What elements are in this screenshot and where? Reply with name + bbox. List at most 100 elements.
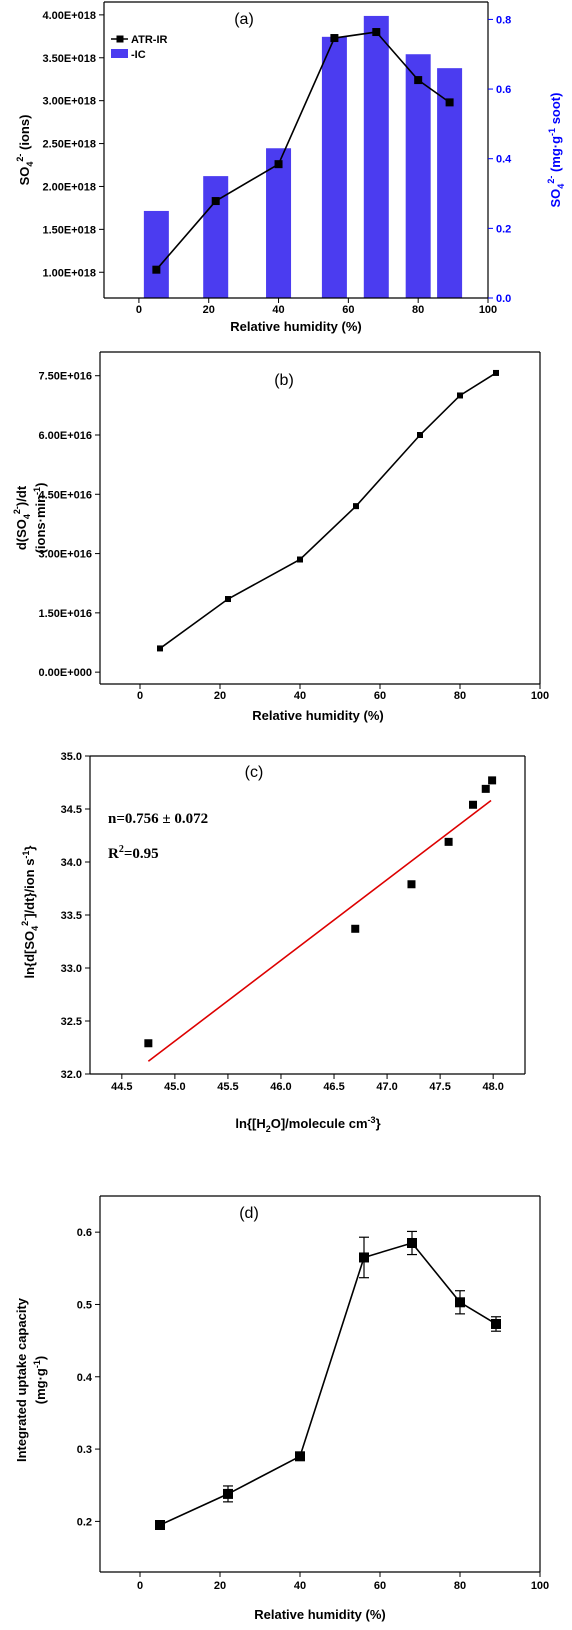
y2-tick-label: 0.6 — [496, 84, 511, 96]
label-part: } — [376, 1116, 381, 1131]
y-tick-label: 34.5 — [61, 804, 82, 816]
y-axis-label-line2: (mg·g-1) — [32, 1356, 48, 1404]
rate-marker — [353, 503, 359, 510]
y-tick-label: 0.00E+000 — [38, 667, 92, 679]
atr-ir-marker — [330, 34, 339, 43]
atr-ir-marker — [211, 197, 220, 206]
rate-marker — [297, 556, 303, 563]
x-tick-label: 45.0 — [164, 1081, 185, 1093]
y-tick-label: 33.5 — [61, 910, 82, 922]
uptake-marker — [455, 1297, 465, 1308]
x-axis-label: Relative humidity (%) — [230, 319, 361, 334]
label-part: =0.95 — [124, 846, 159, 862]
label-part: -1 — [32, 1360, 42, 1368]
atr-ir-marker — [414, 76, 423, 85]
y-tick-label: 0.4 — [77, 1372, 93, 1384]
y-tick-label: 2.50E+018 — [42, 139, 96, 151]
x-tick-label: 60 — [342, 304, 354, 316]
label-part: 2- — [546, 176, 556, 184]
x-axis-label: ln{[H2O]/molecule cm-3} — [235, 1115, 380, 1134]
y2-tick-label: 0.8 — [496, 14, 511, 26]
y-tick-label: 3.00E+016 — [38, 549, 92, 561]
y-axis-label-line1: Integrated uptake capacity — [14, 1297, 29, 1462]
atr-ir-marker — [372, 28, 381, 37]
ic-bar — [266, 148, 292, 298]
scatter-point — [351, 924, 360, 933]
y-tick-label: 0.2 — [77, 1516, 92, 1528]
label-part: 4 — [30, 926, 40, 931]
x-tick-label: 47.0 — [376, 1081, 397, 1093]
y-axis-label-line2: (ions·min-1) — [32, 483, 48, 554]
panel-label-c: (c) — [245, 764, 264, 781]
legend-marker-sample — [116, 35, 124, 43]
y-tick-label: 4.00E+018 — [42, 10, 96, 22]
y-tick-label: 2.00E+018 — [42, 181, 96, 193]
label-part: -3 — [368, 1115, 376, 1125]
uptake-marker — [491, 1318, 501, 1329]
rate-marker — [493, 369, 499, 376]
y-tick-label: 7.50E+016 — [38, 371, 92, 383]
rate-marker — [417, 432, 423, 438]
y-tick-label: 3.00E+018 — [42, 96, 96, 108]
label-part: 2- — [15, 154, 25, 162]
ic-bar — [437, 68, 463, 298]
ic-bar — [321, 36, 347, 299]
label-part: 2 — [119, 844, 124, 855]
x-tick-label: 100 — [479, 304, 497, 316]
label-part: (mg·g — [33, 1368, 48, 1404]
x-tick-label: 80 — [412, 304, 424, 316]
label-part: -1 — [21, 851, 31, 859]
label-part: -1 — [32, 487, 42, 495]
y-tick-label: 32.5 — [61, 1016, 82, 1028]
y-tick-label: 34.0 — [61, 857, 82, 869]
label-part: ) — [33, 483, 48, 487]
y-tick-label: 0.6 — [77, 1227, 92, 1239]
atr-ir-marker — [445, 98, 454, 107]
y-tick-label: 32.0 — [61, 1069, 82, 1081]
uptake-marker — [155, 1520, 165, 1530]
x-tick-label: 45.5 — [217, 1081, 238, 1093]
label-part: ) — [33, 1356, 48, 1360]
y-axis-label: SO42- (ions) — [15, 115, 35, 186]
x-tick-label: 100 — [531, 690, 549, 702]
label-part: (ions·min — [33, 495, 48, 554]
chart-panel-a: 0 20 40 60 80 100 1.00E+018 1.50E+018 2.00E+018 2… — [15, 1, 566, 334]
label-part: SO — [548, 189, 563, 208]
scatter-point — [469, 800, 478, 809]
ic-bar — [363, 15, 389, 298]
x-tick-label: 0 — [137, 690, 143, 702]
label-part: } — [22, 846, 37, 851]
label-part: 2- — [20, 918, 30, 926]
annotation-n: n=0.756 ± 0.072 — [108, 811, 208, 827]
uptake-marker — [223, 1488, 233, 1499]
y-tick-label: 4.50E+016 — [38, 489, 92, 501]
x-tick-label: 47.5 — [429, 1081, 450, 1093]
label-part: SO — [17, 167, 32, 186]
y-tick-label: 1.50E+018 — [42, 224, 96, 236]
scatter-point — [144, 1039, 153, 1048]
label-part: soot) — [548, 93, 563, 128]
x-tick-label: 46.0 — [270, 1081, 291, 1093]
x-axis-label: Relative humidity (%) — [252, 708, 383, 723]
legend-bar-sample — [111, 49, 128, 58]
scatter-point — [481, 784, 490, 793]
legend-label-atr-ir: ATR-IR — [131, 34, 168, 46]
label-part: O]/molecule cm — [271, 1116, 368, 1131]
y-tick-label: 35.0 — [61, 751, 82, 763]
annotation-r2: R2=0.95 — [108, 844, 159, 862]
y-axis-label-line1: d(SO42-)/dt — [12, 485, 32, 550]
scatter-point — [444, 837, 453, 846]
y-tick-label: 0.3 — [77, 1444, 92, 1456]
y-tick-label: 33.0 — [61, 963, 82, 975]
chart-panel-d: 0 20 40 60 80 100 0.2 0.3 0.4 0.5 0.6 (d) Relative h… — [14, 1195, 549, 1622]
label-part: ln{d[SO — [22, 931, 37, 979]
x-tick-label: 60 — [374, 1580, 386, 1592]
panel-label-a: (a) — [234, 11, 254, 28]
label-part: R — [108, 846, 119, 862]
uptake-marker — [407, 1238, 417, 1248]
x-axis-label: Relative humidity (%) — [254, 1607, 385, 1622]
label-part: 4 — [22, 514, 32, 519]
rate-marker — [225, 596, 231, 603]
